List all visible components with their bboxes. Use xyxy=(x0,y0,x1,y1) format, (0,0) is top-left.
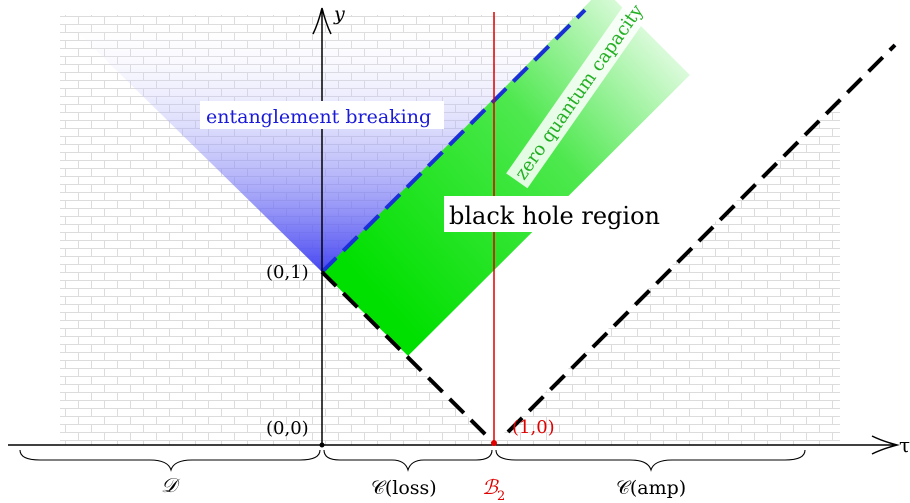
brace-amp-label: 𝒞(amp) xyxy=(616,477,686,499)
point-1-0 xyxy=(491,440,497,446)
brace-loss-label: 𝒞(loss) xyxy=(371,477,437,499)
origin-label: (0,0) xyxy=(266,418,309,439)
b2-label: ℬ xyxy=(482,475,499,499)
y-axis-arrow xyxy=(312,7,332,35)
black-hole-region-label: black hole region xyxy=(449,202,660,230)
b2-subscript: 2 xyxy=(497,489,505,503)
entanglement-label-box xyxy=(200,101,444,129)
point-1-0-label: (1,0) xyxy=(512,417,555,438)
brace-d-label: 𝒟 xyxy=(161,473,181,497)
x-axis-label: τ xyxy=(899,433,910,457)
x-axis-arrow xyxy=(871,435,900,455)
zero-capacity-label-box xyxy=(506,0,655,189)
origin-point xyxy=(319,442,325,448)
black-hole-label-box xyxy=(444,196,662,232)
point-0-1-label: (0,1) xyxy=(266,262,309,283)
brace-loss xyxy=(323,449,493,472)
entanglement-breaking-label: entanglement breaking xyxy=(206,106,431,128)
loss-boundary-line xyxy=(320,270,496,445)
brace-amp xyxy=(495,449,806,472)
amp-boundary-line xyxy=(506,43,897,434)
brace-d xyxy=(19,449,321,472)
y-axis-label: y xyxy=(333,3,345,25)
entanglement-boundary-line xyxy=(320,8,587,274)
